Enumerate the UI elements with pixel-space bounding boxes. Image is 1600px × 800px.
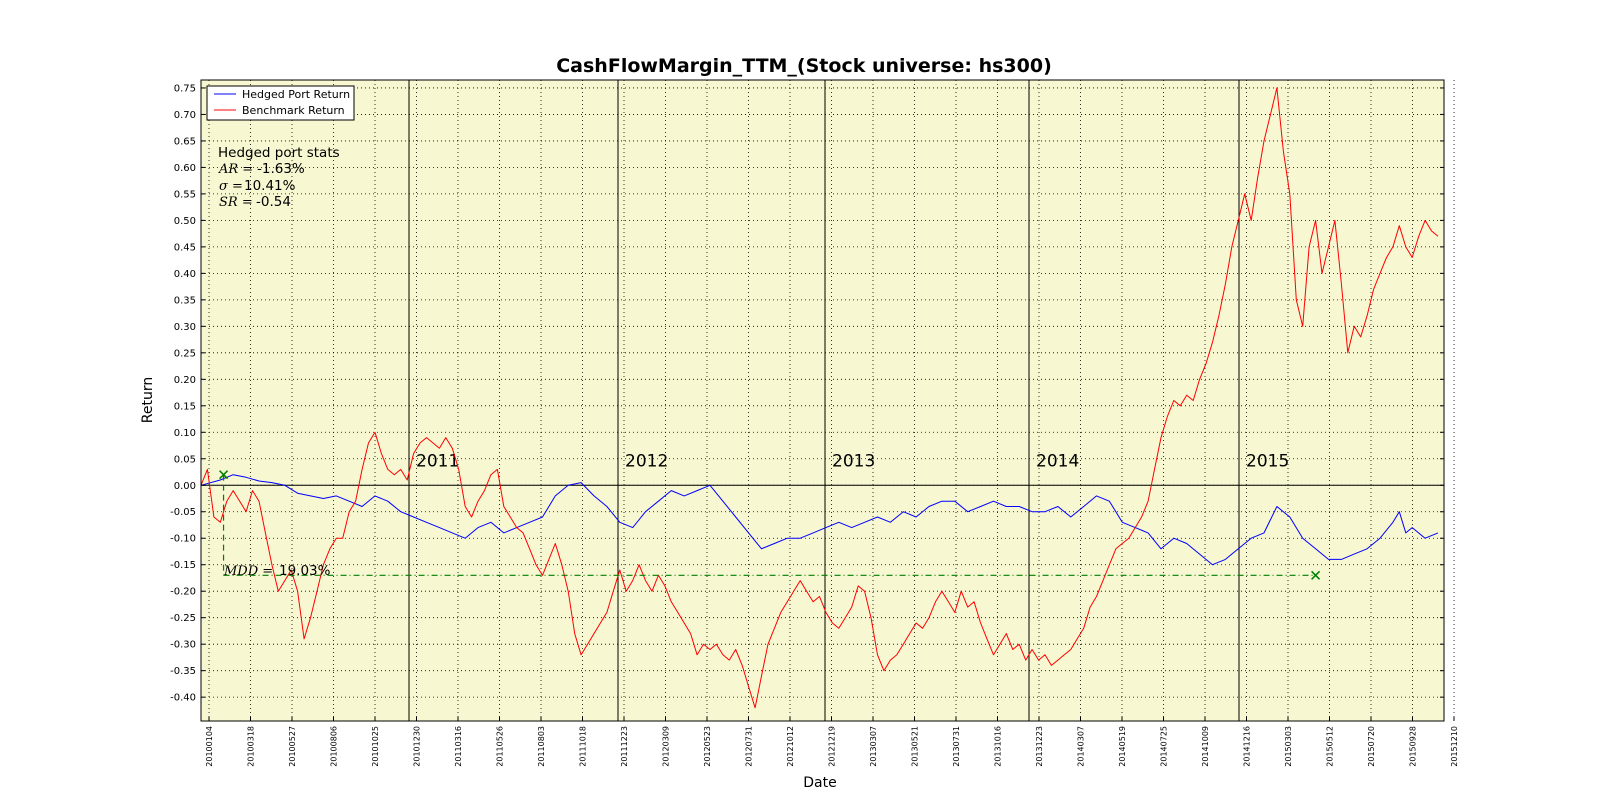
x-axis: 20100104 20100318 20100527 20100806 20101025…	[205, 717, 1459, 767]
year-markers: 2011 2012 2013 2014 2015	[408, 80, 1289, 721]
x-tick-label: 20150720	[1367, 726, 1376, 767]
y-tick-label: 0.65	[174, 136, 196, 147]
mdd-value: 19.03%	[279, 563, 331, 579]
x-tick-label: 20151210	[1450, 726, 1459, 767]
stats-heading: Hedged port stats	[218, 145, 340, 161]
x-tick-label: 20120523	[703, 726, 712, 767]
y-tick-label: 0.10	[174, 428, 196, 439]
sr-value: -0.54	[256, 194, 291, 210]
x-tick-label: 20121219	[828, 726, 837, 767]
year-label: 2015	[1246, 452, 1289, 472]
year-label: 2014	[1036, 452, 1079, 472]
y-tick-label: 0.35	[174, 295, 196, 306]
y-tick-label: 0.40	[174, 269, 196, 280]
x-tick-label: 20150303	[1284, 726, 1293, 767]
x-tick-label: 20130307	[869, 726, 878, 767]
x-tick-label: 20150512	[1326, 726, 1335, 767]
y-tick-label: 0.15	[174, 401, 196, 412]
legend-label-benchmark: Benchmark Return	[242, 104, 345, 117]
y-tick-label: 0.45	[174, 242, 196, 253]
y-tick-label: -0.20	[170, 587, 196, 598]
x-tick-label: 20101230	[413, 726, 422, 767]
y-tick-label: 0.70	[174, 110, 196, 121]
y-tick-label: -0.35	[170, 666, 196, 677]
x-tick-label: 20101025	[371, 726, 380, 767]
ar-value: -1.63%	[257, 161, 305, 177]
y-tick-label: 0.50	[174, 216, 196, 227]
y-tick-label: 0.05	[174, 454, 196, 465]
x-tick-label: 20150928	[1409, 726, 1418, 767]
mdd-annotation: MDD = 19.03%	[223, 563, 331, 579]
series-layer	[200, 87, 1439, 709]
ar-label: AR =	[218, 162, 253, 177]
y-tick-label: 0.25	[174, 348, 196, 359]
plot-background	[201, 80, 1444, 721]
plot-frame	[200, 79, 1445, 722]
x-tick-label: 20110526	[496, 726, 505, 767]
x-tick-label: 20140307	[1077, 726, 1086, 767]
x-tick-label: 20100104	[205, 726, 214, 767]
y-tick-label: 0.00	[174, 481, 196, 492]
x-tick-label: 20100318	[247, 726, 256, 767]
x-tick-label: 20120309	[662, 726, 671, 767]
chart-title: CashFlowMargin_TTM_(Stock universe: hs30…	[556, 55, 1052, 77]
year-label: 2012	[625, 452, 668, 472]
sigma-value: 10.41%	[244, 178, 296, 194]
x-tick-label: 20130521	[911, 726, 920, 767]
x-tick-label: 20111223	[620, 726, 629, 767]
x-tick-label: 20130731	[952, 726, 961, 767]
y-tick-label: 0.60	[174, 163, 196, 174]
x-tick-label: 20140519	[1118, 726, 1127, 767]
y-tick-label: -0.10	[170, 534, 196, 545]
x-tick-label: 20131223	[1035, 726, 1044, 767]
year-label: 2011	[416, 452, 459, 472]
x-tick-label: 20111018	[579, 726, 588, 767]
y-axis: 0.75 0.70 0.65 0.60 0.55 0.50 0.45 0.40 0.35 0.30…	[170, 83, 1444, 704]
legend-label-hedged: Hedged Port Return	[242, 88, 350, 101]
x-tick-label: 20120731	[745, 726, 754, 767]
mdd-label: MDD =	[223, 564, 273, 579]
hedged-port-return-line	[200, 474, 1439, 566]
grid-layer	[201, 80, 1455, 721]
y-tick-label: 0.75	[174, 83, 196, 94]
legend-box	[206, 85, 355, 121]
y-tick-label: -0.05	[170, 507, 196, 518]
mdd-trough-marker	[1311, 570, 1321, 580]
x-tick-label: 20110316	[454, 726, 463, 767]
y-tick-label: -0.15	[170, 560, 196, 571]
x-tick-label: 20140725	[1160, 726, 1169, 767]
x-tick-label: 20131016	[994, 726, 1003, 767]
y-tick-label: -0.40	[170, 693, 196, 704]
mdd-peak-marker	[219, 470, 229, 480]
y-tick-label: 0.55	[174, 189, 196, 200]
mdd-layer	[219, 470, 1321, 580]
y-axis-label: Return	[140, 377, 156, 423]
year-label: 2013	[832, 452, 875, 472]
x-tick-label: 20141009	[1201, 726, 1210, 767]
y-tick-label: 0.30	[174, 322, 196, 333]
x-tick-label: 20141216	[1243, 726, 1252, 767]
x-tick-label: 20110803	[537, 726, 546, 767]
sigma-label: σ =	[219, 179, 243, 194]
x-tick-label: 20100527	[288, 726, 297, 767]
stats-annotation: Hedged port stats AR = -1.63% σ = 10.41%…	[218, 145, 340, 210]
benchmark-return-line	[200, 87, 1439, 709]
y-tick-label: -0.25	[170, 613, 196, 624]
y-tick-label: -0.30	[170, 640, 196, 651]
x-axis-label: Date	[803, 775, 836, 791]
x-tick-label: 20100806	[330, 726, 339, 767]
x-tick-label: 20121012	[786, 726, 795, 767]
legend: Hedged Port Return Benchmark Return	[206, 85, 355, 121]
y-tick-label: 0.20	[174, 375, 196, 386]
sr-label: SR =	[219, 195, 253, 210]
